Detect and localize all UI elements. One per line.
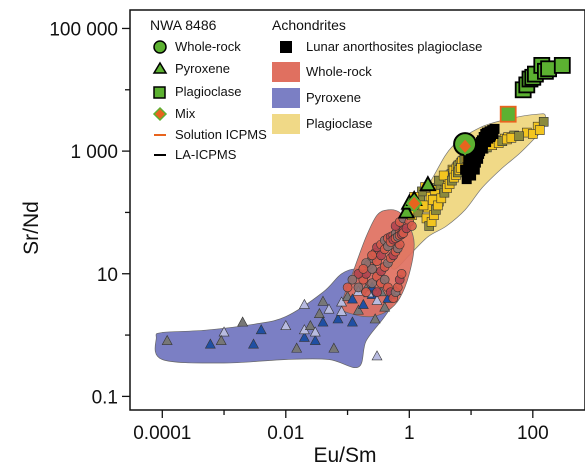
pyroxene-point [218,326,230,337]
legend-la-icpms-label: LA-ICPMS [175,147,237,162]
lunar-anorthosite-point [485,132,496,142]
data-points [161,57,571,361]
pyroxene-point [298,331,310,342]
plagioclase-point [534,125,545,135]
whole-rock-point [407,221,417,231]
legend-pyroxene-triangle-icon [152,61,168,74]
pyroxene-point [328,342,340,353]
lunar-anorthosite-point [461,174,472,185]
legend-lunar-square-icon [280,41,292,53]
pyroxene-point [248,338,259,349]
legend-achondrites: Achondrites Lunar anorthosites plagiocla… [272,17,482,134]
pyroxene-point [161,334,173,345]
legend-lunar-label: Lunar anorthosites plagioclase [306,39,482,54]
legend-field-whole-rock-label: Whole-rock [306,64,372,79]
pyroxene-point [346,316,358,327]
pyroxene-point [332,313,344,324]
lunar-anorthosite-point [469,164,480,175]
x-tick-label: 1 [404,423,415,444]
legend-field-pyroxene-swatch [272,88,300,108]
pyroxene-point [357,298,369,309]
pyroxene-point [352,304,364,315]
lunar-anorthosite-point [475,146,486,157]
legend-pyroxene-label: Pyroxene [175,61,230,76]
legend-field-whole-rock-swatch [272,62,300,82]
y-tick-label: 100 000 [49,20,118,41]
nwa-mix-point [456,136,474,156]
pyroxene-point [237,316,249,327]
legend-plagioclase-square-icon [153,86,166,99]
whole-rock-point [396,268,407,279]
legend-plagioclase-label: Plagioclase [175,84,242,99]
lunar-anorthosite-point [481,137,492,148]
legend-field-pyroxene-label: Pyroxene [306,90,361,105]
plagioclase-point [514,131,524,141]
pyroxene-point [309,334,321,345]
plagioclase-point [438,170,449,181]
x-tick-label: 100 [517,423,549,444]
nwa-plagioclase-point [499,105,517,123]
axes: 0.0001 0.01 1 100 0.1 10 1 000 100 000 [49,20,548,445]
whole-rock-point [353,282,364,293]
x-axis-title: Eu/Sm [313,444,376,467]
lunar-anorthosite-point [487,126,498,137]
pyroxene-point [346,293,358,304]
pyroxene-point [280,319,292,330]
pyroxene-point [371,350,383,361]
legend-achondrites-title: Achondrites [272,17,346,33]
nwa-plagioclase-point [553,57,571,74]
whole-rock-point [358,264,369,274]
legend-whole-rock-label: Whole-rock [175,39,241,54]
pyroxene-point [369,313,381,324]
pyroxene-point [317,316,329,327]
legend-nwa8486: NWA 8486 Whole-rock Pyroxene Plagioclase… [150,17,267,162]
whole-rock-point [372,287,382,298]
plot-frame [129,9,585,411]
nwa-pyroxene-point [419,175,437,192]
legend-solution-icpms-label: Solution ICPMS [175,127,267,142]
legend-field-plagioclase-swatch [272,114,300,134]
pyroxene-point [371,294,383,305]
plagioclase-point [538,117,549,127]
lunar-anorthosite-point [464,167,475,178]
pyroxene-point [204,338,216,349]
pyroxene-point [215,334,227,345]
pyroxene-point [379,301,391,312]
whole-rock-point [367,250,377,261]
y-axis-title: Sr/Nd [20,201,43,255]
legend-field-plagioclase-label: Plagioclase [306,116,373,131]
x-tick-label: 0.01 [267,423,304,444]
whole-rock-point [342,282,353,293]
legend-mix-label: Mix [175,106,196,121]
y-tick-label: 1 000 [70,142,118,163]
pyroxene-point [309,326,321,337]
pyroxene-point [291,342,303,353]
nwa-pyroxene-point [397,202,416,219]
whole-rock-point [361,287,371,298]
pyroxene-point [313,307,325,318]
nwa-mix-point [405,194,423,213]
pyroxene-point [336,305,348,316]
nwa-plagioclase-point [540,60,557,78]
plagioclase-point [433,175,444,186]
legend-whole-rock-circle-icon [153,40,167,54]
legend-nwa-title: NWA 8486 [150,17,217,33]
pyroxene-point [298,298,310,309]
pyroxene-point [317,295,329,306]
x-tick-label: 0.0001 [133,423,191,444]
pyroxene-point [255,324,267,335]
legend-mix-diamond-icon [152,106,168,122]
y-tick-label: 10 [97,265,118,286]
pyroxene-point [323,303,335,314]
y-tick-label: 0.1 [92,387,118,408]
pyroxene-point [304,319,316,330]
whole-rock-point [347,274,358,285]
